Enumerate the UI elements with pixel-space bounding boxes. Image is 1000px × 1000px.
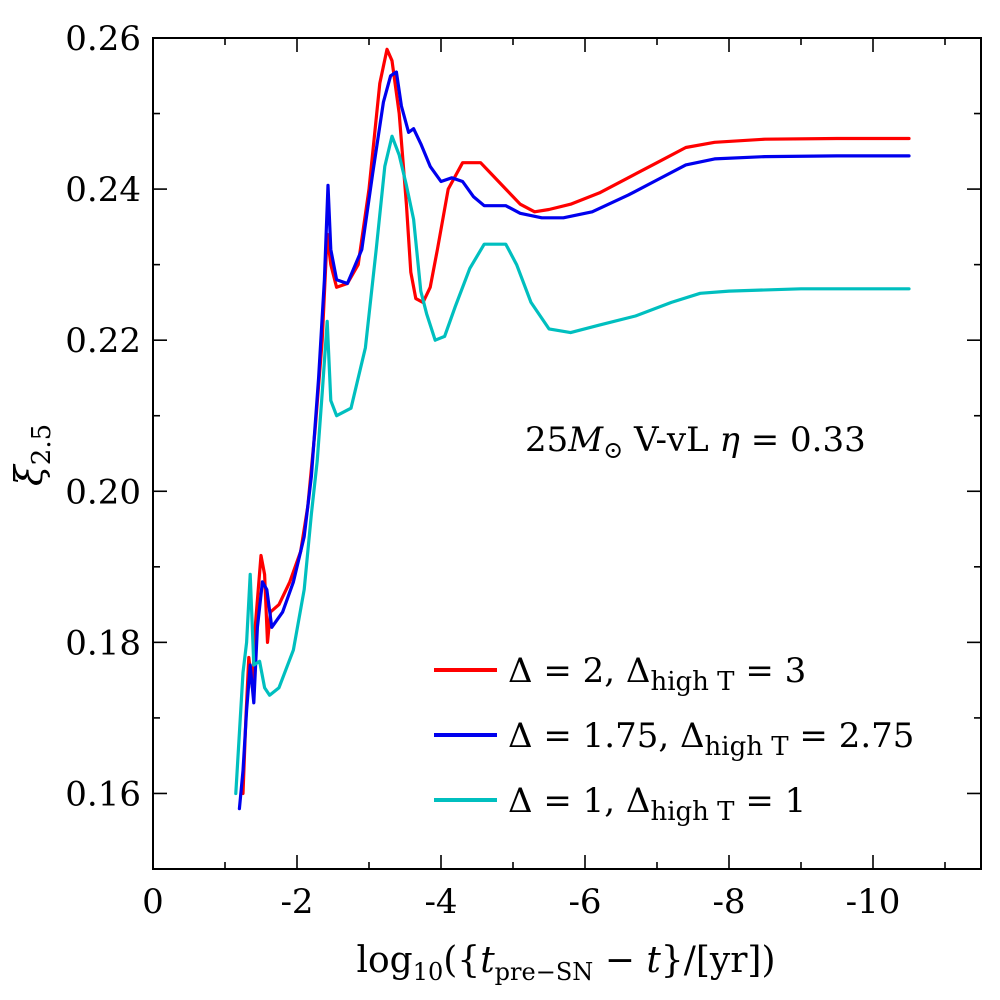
series-layer [234,47,911,811]
x-axis-label: log10({tpre−SN − t}/[yr]) [356,940,775,986]
y-tick-labels: 0.16 0.18 0.20 0.22 0.24 0.26 [65,19,141,814]
y-tick-label: 0.20 [65,472,141,512]
svg-text:ξ2.5: ξ2.5 [7,424,57,486]
svg-text:log10({tpre−SN − t}/[yr]): log10({tpre−SN − t}/[yr]) [356,940,775,986]
plot-frame [152,37,982,870]
y-tick-label: 0.24 [65,170,141,210]
x-tick-label: -10 [846,882,901,922]
y-tick-label: 0.16 [65,774,141,814]
y-axis-label: ξ2.5 [7,424,57,486]
legend-label-3: Δ = 1, Δhigh T = 1 [508,781,806,827]
x-tick-label: -4 [424,882,457,922]
x-tick-label: -6 [568,882,601,922]
y-tick-label: 0.26 [65,19,141,59]
x-tick-label: -2 [280,882,313,922]
legend: Δ = 2, Δhigh T = 3 Δ = 1.75, Δhigh T = 2.… [434,651,914,827]
legend-label-2: Δ = 1.75, Δhigh T = 2.75 [508,716,914,762]
chart-annotation: 25M⊙ V-vL η = 0.33 [525,420,866,464]
x-tick-label: -8 [712,882,745,922]
series-line-3 [234,134,911,796]
series-line-2 [237,70,911,811]
y-tick-label: 0.18 [65,623,141,663]
x-tick-label: 0 [142,882,164,922]
y-tick-label: 0.22 [65,321,141,361]
x-tick-labels: 0 -2 -4 -6 -8 -10 [142,882,900,922]
legend-label-1: Δ = 2, Δhigh T = 3 [508,651,806,697]
